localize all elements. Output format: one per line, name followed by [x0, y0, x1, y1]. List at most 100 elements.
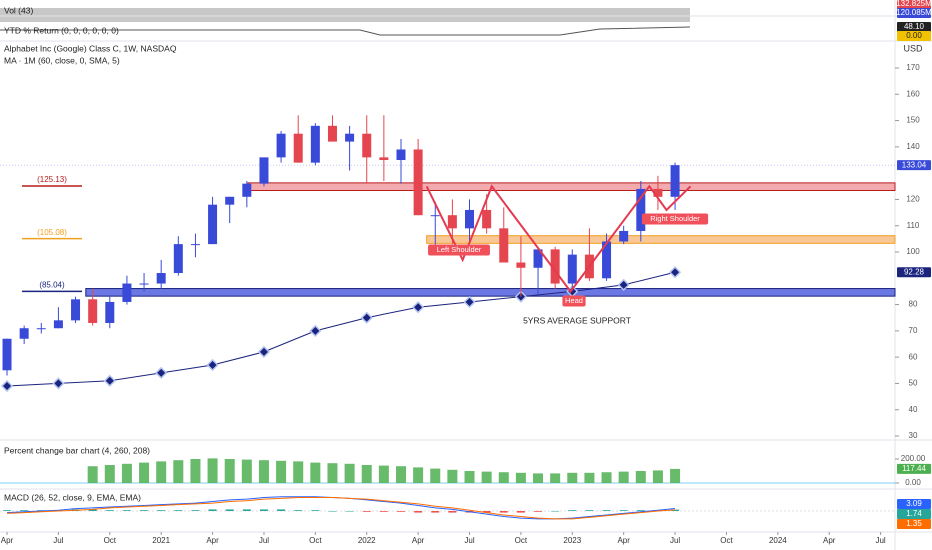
- x-tick-label: Apr: [1, 536, 14, 545]
- candle-body: [619, 230, 629, 242]
- candle-body: [362, 133, 372, 158]
- candle-body: [636, 188, 646, 231]
- x-tick-label: Apr: [412, 536, 425, 545]
- y-tick-label: 40: [909, 405, 918, 414]
- pct-bar: [447, 469, 458, 484]
- candle-body: [516, 262, 526, 268]
- macd-hist-bar: [396, 511, 405, 512]
- candle-body: [139, 283, 149, 285]
- pct-bar: [139, 462, 150, 484]
- ytd-line: [0, 26, 691, 36]
- x-tick-label: Oct: [309, 536, 322, 545]
- pct-bar: [121, 463, 132, 484]
- macd-hist-bar: [140, 510, 149, 511]
- candle-body: [550, 249, 560, 284]
- support-zone: [85, 288, 896, 297]
- ma-point: [257, 345, 271, 359]
- pct-bar: [635, 471, 646, 484]
- candle-body: [379, 157, 389, 160]
- y-tick-label: 110: [907, 221, 920, 230]
- ma-point: [617, 278, 630, 291]
- y-tick-label: 120: [906, 195, 920, 204]
- candle-body: [276, 133, 286, 158]
- macd-hist-bar: [311, 510, 320, 511]
- price-badge: [897, 22, 931, 32]
- macd-hist-bar: [174, 510, 183, 511]
- pct-bar: [515, 472, 526, 484]
- candle-body: [345, 133, 355, 142]
- x-tick-label: Jul: [259, 536, 269, 545]
- x-tick-label: Oct: [720, 536, 733, 545]
- macd-hist-bar: [585, 510, 594, 511]
- macd-hist-bar: [431, 511, 440, 513]
- y-tick-label: 200.00: [901, 454, 926, 463]
- volume-area: [0, 8, 690, 22]
- ytd-title: YTD % Return (0, 0, 0, 0, 0, 0): [4, 25, 119, 35]
- annotation-label: Left Shoulder: [437, 245, 482, 254]
- macd-hist-bar: [88, 509, 97, 511]
- macd-hist-bar: [482, 511, 491, 513]
- price-badge-label: 120.085M: [896, 8, 932, 17]
- annotation-label: Head: [565, 296, 583, 305]
- candle-body: [465, 209, 475, 229]
- candle-body: [293, 133, 303, 163]
- candle-body: [105, 301, 115, 323]
- candle-body: [310, 125, 320, 163]
- x-tick-label: Apr: [823, 536, 836, 545]
- x-tick-label: Jul: [53, 536, 63, 545]
- macd-hist-bar: [208, 509, 217, 511]
- candle-body: [190, 244, 200, 246]
- x-tick-label: 2024: [769, 536, 787, 545]
- y-tick-label: 70: [909, 326, 918, 335]
- candle-body: [71, 299, 81, 321]
- price-badge: [897, 463, 931, 474]
- macd-hist-bar: [157, 510, 166, 511]
- ma-point: [463, 295, 476, 309]
- macd-hist-bar: [516, 511, 525, 513]
- ma-title: MA · 1M (60, close, 0, SMA, 5): [4, 55, 120, 65]
- y-tick-label: 150: [906, 116, 920, 125]
- candle-body: [567, 254, 577, 284]
- price-badge-label: 1.74: [906, 509, 922, 518]
- candle-body: [173, 244, 183, 274]
- x-tick-label: 2021: [152, 536, 170, 545]
- pct-bar: [344, 463, 355, 484]
- ma-point: [52, 377, 65, 390]
- chart-title: Alphabet Inc (Google) Class C, 1W, NASDA…: [4, 43, 177, 53]
- pct-bar: [156, 461, 167, 484]
- pct-title: Percent change bar chart (4, 260, 208): [4, 445, 150, 455]
- macd-hist-bar: [328, 511, 337, 512]
- ma-line: [6, 271, 676, 387]
- pct-bar: [327, 463, 338, 484]
- pct-bar: [533, 473, 544, 484]
- support-zone: [247, 182, 896, 191]
- x-tick-label: Jul: [464, 536, 474, 545]
- macd-hist-bar: [259, 509, 268, 511]
- macd-hist-bar: [242, 509, 251, 511]
- price-badge: [897, 519, 931, 529]
- macd-hist-bar: [619, 510, 628, 511]
- x-tick-label: Apr: [617, 536, 630, 545]
- pct-bar: [190, 458, 201, 484]
- x-tick-label: 2022: [358, 536, 376, 545]
- pct-bar: [87, 466, 98, 484]
- ma-point: [206, 358, 219, 372]
- vol-title: Vol (43): [4, 5, 33, 15]
- price-badge-label: 1.35: [906, 519, 922, 528]
- annotation-label: Right Shoulder: [650, 214, 700, 223]
- x-tick-label: 2023: [563, 536, 581, 545]
- price-badge-label: 92.28: [904, 267, 925, 276]
- macd-hist-bar: [362, 511, 371, 512]
- candle-body: [122, 283, 132, 302]
- y-tick-label: 140: [906, 142, 920, 151]
- y-tick-label: 160: [906, 89, 920, 98]
- price-badge-label: 48.10: [904, 22, 925, 31]
- candle-body: [396, 149, 406, 160]
- price-badge: [897, 8, 931, 18]
- candle-body: [88, 299, 98, 323]
- macd-hist-bar: [379, 511, 388, 512]
- x-tick-label: Oct: [104, 536, 117, 545]
